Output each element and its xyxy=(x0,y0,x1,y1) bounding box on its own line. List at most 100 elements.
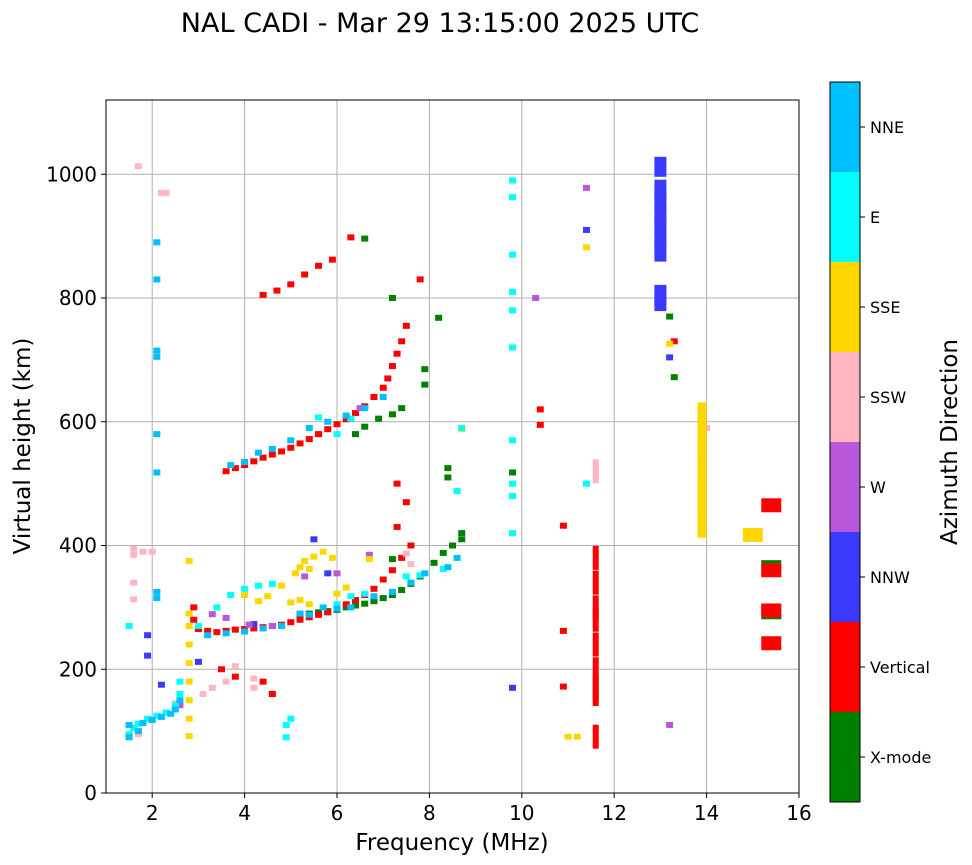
data-point xyxy=(153,353,161,360)
data-point xyxy=(347,604,355,611)
data-point xyxy=(176,678,184,685)
data-point xyxy=(153,431,161,438)
data-point xyxy=(148,548,156,555)
data-point xyxy=(582,226,590,233)
x-axis: 2 4 6 8 10 12 14 16 xyxy=(146,793,812,825)
data-point xyxy=(398,338,406,345)
data-point xyxy=(407,561,415,568)
data-point xyxy=(278,448,286,455)
data-point xyxy=(509,684,517,691)
series-vertical xyxy=(190,234,782,749)
data-point xyxy=(375,415,383,422)
data-point xyxy=(407,542,415,549)
data-point xyxy=(231,626,239,633)
data-point xyxy=(421,366,429,373)
colorbar-tick-label: X-mode xyxy=(870,748,931,767)
data-point xyxy=(296,596,304,603)
data-point xyxy=(402,573,410,580)
data-point xyxy=(453,554,461,561)
data-point xyxy=(185,733,193,740)
data-point xyxy=(388,556,396,563)
data-point xyxy=(254,582,262,589)
data-point xyxy=(254,449,262,456)
data-point xyxy=(185,622,193,629)
data-point xyxy=(402,499,410,506)
data-point xyxy=(231,673,239,680)
data-point xyxy=(421,570,429,577)
data-point xyxy=(296,440,304,447)
data-point xyxy=(388,567,396,574)
data-point xyxy=(315,262,323,269)
data-point xyxy=(185,697,193,704)
data-point xyxy=(185,678,193,685)
data-point xyxy=(125,721,133,728)
data-point xyxy=(439,566,447,573)
data-point xyxy=(157,681,165,688)
data-point xyxy=(592,682,599,706)
data-point xyxy=(361,405,369,412)
data-point xyxy=(134,720,142,727)
data-point xyxy=(287,715,295,722)
data-point xyxy=(268,451,276,458)
data-point xyxy=(351,410,359,417)
data-point xyxy=(370,598,378,605)
data-point xyxy=(315,611,323,618)
data-point xyxy=(351,602,359,609)
data-point xyxy=(278,582,286,589)
data-point xyxy=(361,423,369,430)
data-marks xyxy=(125,156,782,749)
data-point xyxy=(388,588,396,595)
data-point xyxy=(509,530,517,537)
data-point xyxy=(305,424,313,431)
data-point xyxy=(370,593,378,600)
data-point xyxy=(351,596,359,603)
data-point xyxy=(301,271,309,278)
data-point xyxy=(162,189,170,196)
data-point xyxy=(398,587,406,594)
data-point xyxy=(231,465,239,472)
grid-lines xyxy=(106,100,800,794)
data-point xyxy=(241,458,249,465)
data-point xyxy=(761,498,782,513)
data-point xyxy=(125,622,133,629)
data-point xyxy=(296,610,304,617)
data-point xyxy=(509,493,517,499)
colorbar-segment xyxy=(830,622,860,712)
colorbar-tick-label: SSW xyxy=(870,388,906,407)
data-point xyxy=(573,733,581,740)
data-point xyxy=(190,604,198,611)
data-point xyxy=(199,691,207,697)
data-point xyxy=(204,627,212,634)
data-point xyxy=(761,636,782,651)
data-point xyxy=(356,405,364,412)
data-point xyxy=(421,381,429,388)
data-point xyxy=(361,235,369,242)
data-point xyxy=(697,513,707,538)
data-point xyxy=(222,468,230,475)
data-point xyxy=(185,641,193,648)
colorbar-frame xyxy=(829,81,861,803)
data-point xyxy=(592,632,599,657)
data-point xyxy=(259,678,267,685)
data-point xyxy=(134,163,142,170)
data-point xyxy=(259,625,267,632)
colorbar-tick-label: Vertical xyxy=(870,658,930,677)
data-point xyxy=(305,566,313,573)
data-point xyxy=(213,604,221,611)
data-point xyxy=(532,295,540,301)
data-point xyxy=(370,585,378,592)
data-point xyxy=(264,593,272,600)
data-point xyxy=(333,601,341,608)
data-point xyxy=(324,570,332,577)
data-point xyxy=(458,424,466,431)
data-point xyxy=(144,715,152,722)
data-point xyxy=(130,545,138,552)
data-point xyxy=(361,590,369,597)
data-point xyxy=(241,628,249,635)
x-axis-label: Frequency (MHz) xyxy=(355,830,548,856)
data-point xyxy=(268,445,276,452)
data-point xyxy=(125,734,133,741)
data-point xyxy=(176,702,184,709)
data-point xyxy=(582,244,590,251)
